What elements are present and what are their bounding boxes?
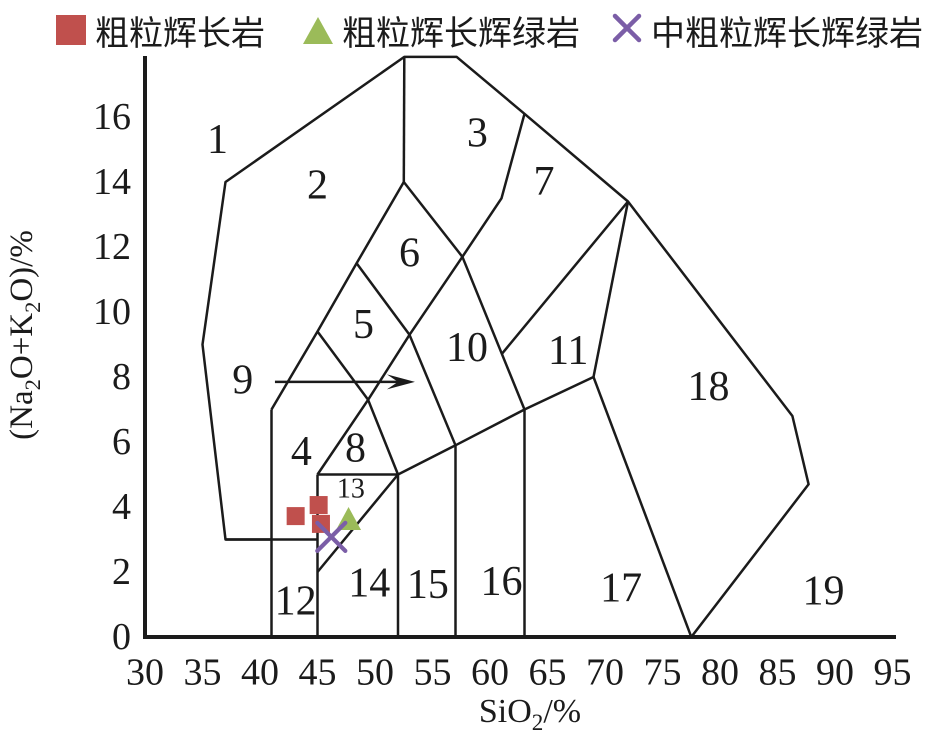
field-boundary	[408, 334, 457, 446]
legend-label: 粗粒辉长辉绿岩	[342, 15, 580, 53]
cross-marker-icon	[612, 13, 642, 48]
x-tick-label: 55	[414, 651, 452, 693]
x-tick-label: 45	[299, 651, 337, 693]
x-tick-label: 30	[126, 651, 164, 693]
legend-item-med-coarse-gabbro-diabase: 中粗粒辉长辉绿岩	[612, 8, 923, 53]
x-tick-label: 95	[874, 651, 912, 693]
square-marker-icon	[56, 15, 86, 45]
field-label-14: 14	[348, 560, 390, 606]
legend-item-gabbro: 粗粒辉长岩	[56, 8, 265, 53]
y-tick-label: 16	[93, 96, 131, 138]
field-label-19: 19	[803, 569, 845, 615]
trend-arrow-head	[386, 374, 415, 390]
field-label-1: 1	[207, 117, 228, 163]
y-tick-label: 0	[112, 616, 131, 658]
field-label-4: 4	[291, 429, 312, 475]
field-label-17: 17	[600, 565, 642, 611]
field-boundary	[523, 375, 595, 411]
field-boundary	[454, 408, 526, 447]
y-tick-label: 14	[93, 161, 131, 203]
field-boundary	[201, 55, 810, 638]
data-point-cross	[315, 520, 348, 554]
field-boundary	[500, 200, 629, 356]
field-label-9: 9	[232, 357, 253, 403]
field-label-10: 10	[446, 325, 488, 371]
field-boundary	[316, 113, 526, 476]
field-label-13: 13	[337, 474, 365, 505]
field-boundary	[316, 473, 399, 573]
x-tick-label: 75	[644, 651, 682, 693]
triangle-marker-icon	[303, 16, 333, 44]
x-tick-label: 80	[701, 651, 739, 693]
field-label-18: 18	[688, 364, 730, 410]
field-label-6: 6	[399, 231, 420, 277]
field-label-5: 5	[353, 302, 374, 348]
x-tick-label: 50	[356, 651, 394, 693]
x-tick-label: 65	[529, 651, 567, 693]
data-point-square	[286, 507, 305, 526]
field-boundary	[592, 201, 630, 378]
x-tick-label: 70	[586, 651, 624, 693]
x-tick-label: 60	[471, 651, 509, 693]
field-label-8: 8	[345, 426, 366, 472]
y-tick-label: 6	[112, 421, 131, 463]
field-label-15: 15	[407, 562, 449, 608]
y-tick-label: 2	[112, 551, 131, 593]
legend-label: 中粗粒辉长辉绿岩	[651, 15, 923, 53]
field-boundary	[270, 181, 405, 411]
field-boundary	[592, 376, 693, 638]
y-axis-title: (Na2O+K2O)/%	[4, 230, 45, 440]
x-tick-label: 85	[759, 651, 797, 693]
data-point-square	[309, 496, 328, 515]
x-tick-label: 90	[816, 651, 854, 693]
field-label-3: 3	[467, 110, 488, 156]
y-tick-label: 4	[112, 486, 131, 528]
field-boundary	[397, 444, 457, 476]
legend-label: 粗粒辉长岩	[95, 15, 265, 53]
x-axis-title: SiO2/%	[479, 693, 581, 736]
x-tick-label: 35	[184, 651, 222, 693]
field-label-12: 12	[275, 578, 317, 624]
y-tick-label: 10	[93, 291, 131, 333]
field-boundary	[402, 56, 406, 183]
y-tick-label: 8	[112, 356, 131, 398]
x-tick-label: 40	[241, 651, 279, 693]
field-boundary	[355, 262, 411, 336]
y-tick-label: 12	[93, 226, 131, 268]
field-boundary	[402, 181, 464, 258]
field-boundary	[316, 330, 400, 475]
field-label-11: 11	[548, 328, 588, 374]
field-label-16: 16	[481, 559, 523, 605]
field-label-2: 2	[307, 162, 328, 208]
field-boundary	[461, 256, 526, 410]
field-label-7: 7	[534, 159, 555, 205]
legend-item-gabbro-diabase: 粗粒辉长辉绿岩	[303, 8, 580, 53]
